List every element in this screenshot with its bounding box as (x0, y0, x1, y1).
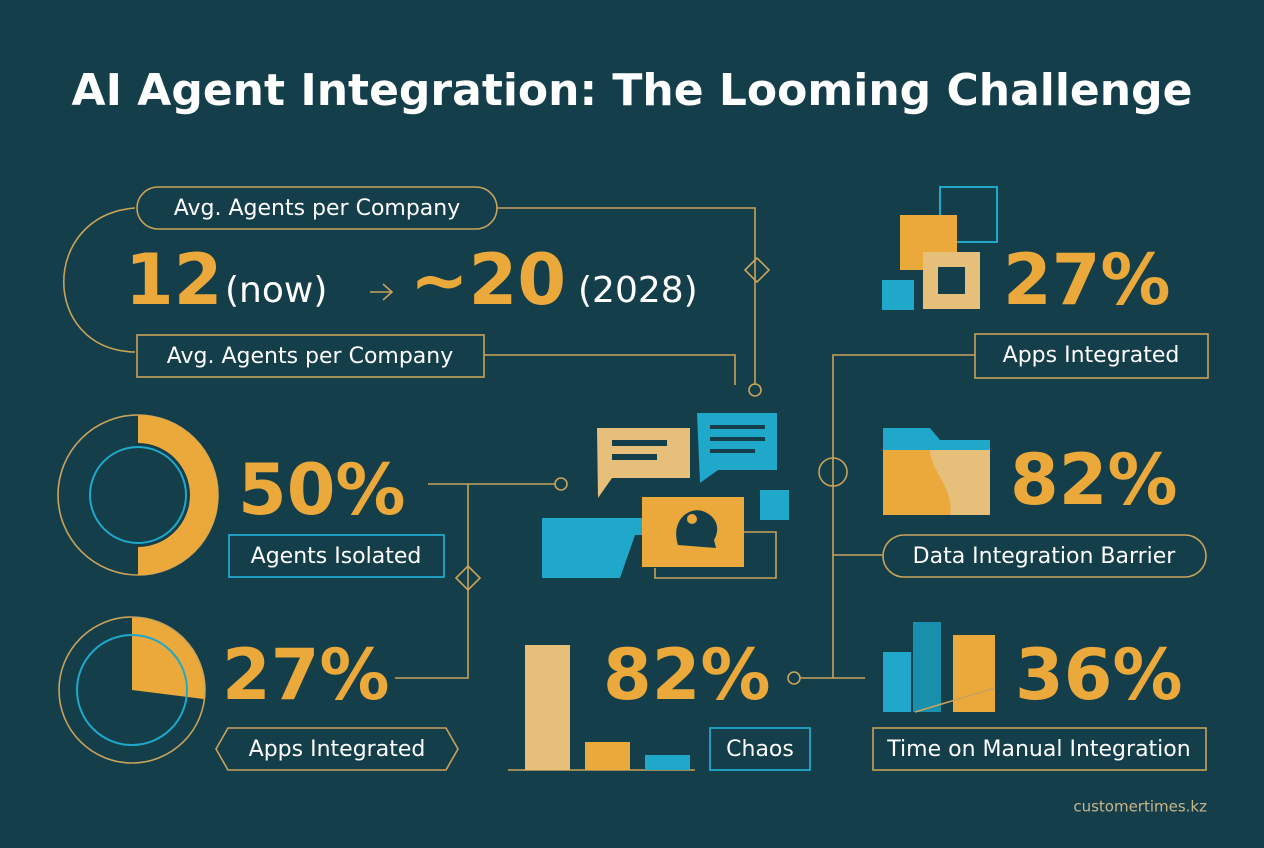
folder-icon (883, 428, 990, 515)
stat: 36% (1015, 634, 1183, 716)
future-value: ~20 (410, 239, 566, 321)
stat: 50% (238, 449, 406, 531)
caption: Chaos (726, 737, 794, 762)
caption-box (228, 534, 445, 578)
caption: Apps Integrated (1003, 343, 1180, 368)
connectors (63, 207, 975, 685)
caption: Data Integration Barrier (913, 544, 1177, 569)
bar-icon (883, 622, 996, 713)
now-value: 12 (125, 239, 222, 321)
caption: Agents Isolated (251, 544, 422, 569)
caption: Time on Manual Integration (886, 737, 1190, 762)
label: Avg. Agents per Company (174, 196, 461, 221)
label-box (136, 334, 485, 378)
caption: Apps Integrated (249, 737, 426, 762)
donut-inner (89, 446, 187, 544)
caption-box (872, 727, 1207, 771)
caption-box (882, 534, 1207, 578)
future-label: (2028) (578, 270, 698, 311)
pie-inner (76, 634, 188, 746)
share-arc (138, 415, 218, 575)
stat: 27% (1003, 239, 1171, 321)
stat: 27% (222, 634, 390, 716)
pie-frame (58, 616, 206, 764)
center-illustration (542, 413, 789, 579)
caption-box (215, 727, 459, 771)
label: Avg. Agents per Company (167, 344, 454, 369)
caption-box (709, 727, 811, 771)
label-box (136, 186, 498, 230)
squares-icon (882, 186, 998, 310)
caption-box (974, 333, 1209, 379)
stat: 82% (1010, 439, 1178, 521)
footer: customertimes.kz (1073, 798, 1207, 816)
now-label: (now) (225, 270, 327, 311)
bars-icon (508, 645, 695, 771)
stat: 82% (603, 634, 771, 716)
title: AI Agent Integration: The Looming Challe… (72, 65, 1193, 116)
